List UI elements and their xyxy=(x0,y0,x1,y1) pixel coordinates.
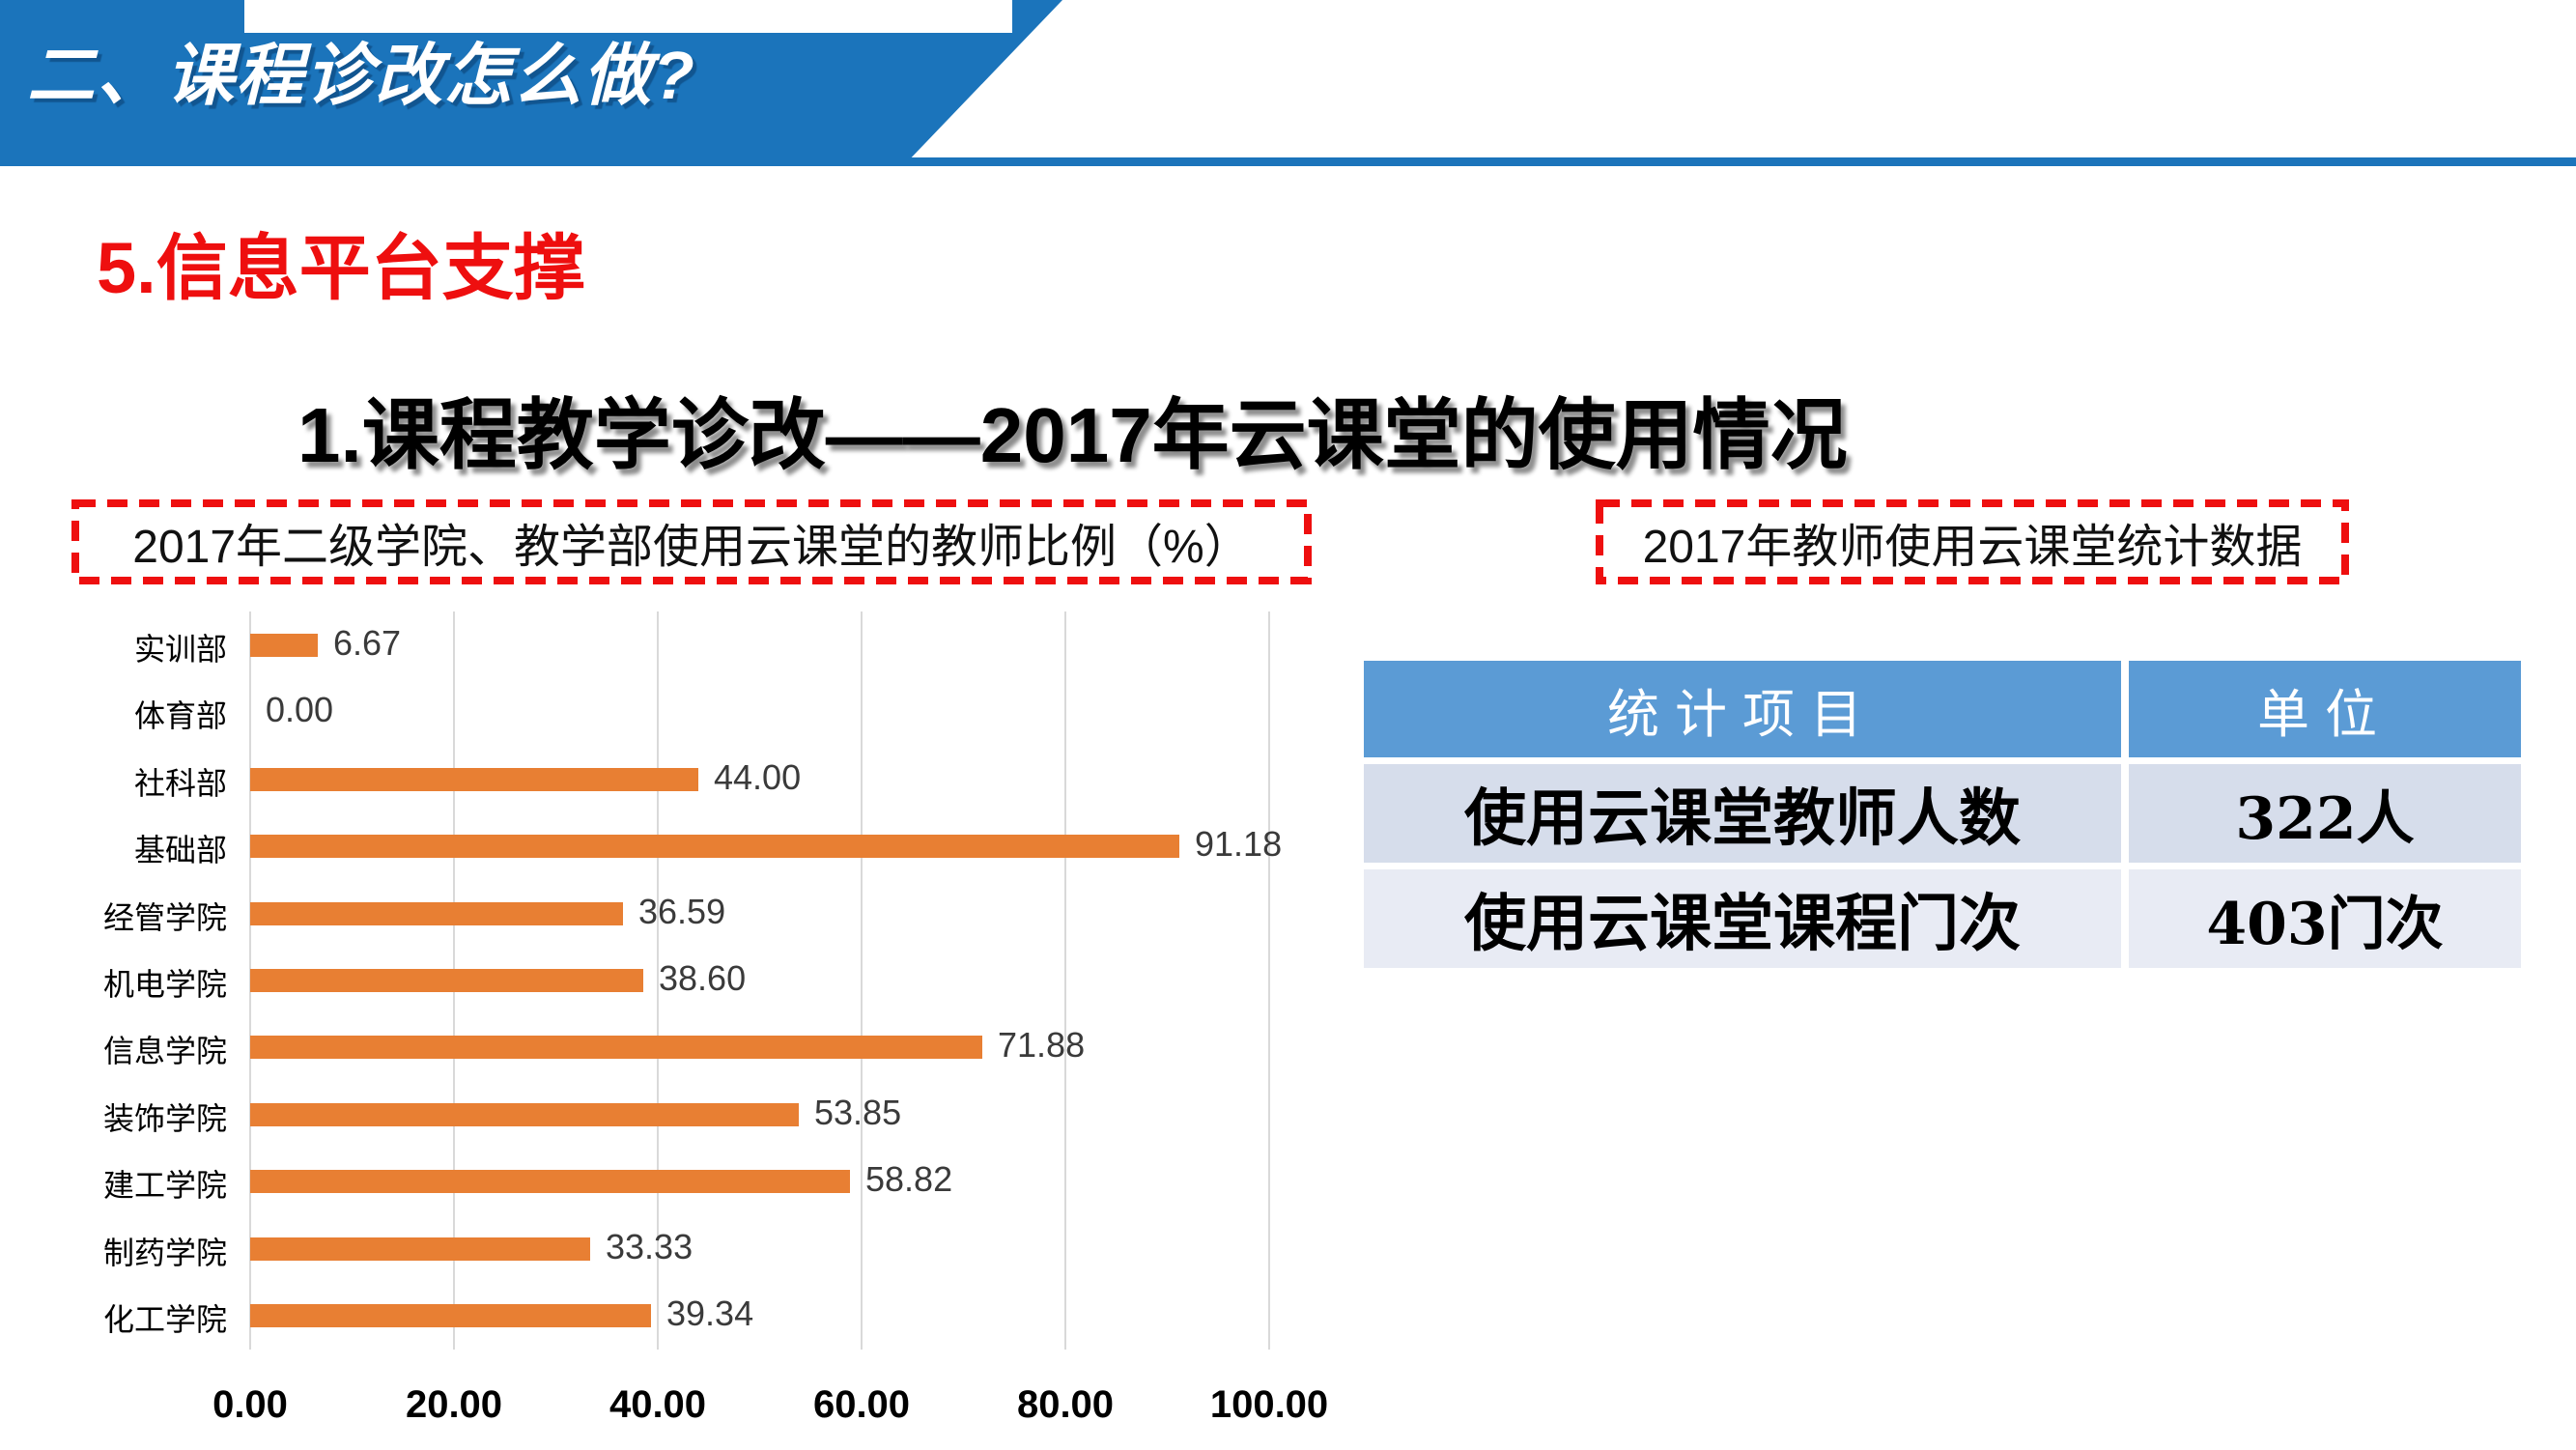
x-axis-tick-label: 80.00 xyxy=(1016,1383,1115,1426)
gridline xyxy=(1268,611,1270,1350)
x-axis-tick-label: 20.00 xyxy=(405,1383,503,1426)
category-label: 装饰学院 xyxy=(102,1099,227,1137)
bar xyxy=(250,835,1179,859)
category-label: 基础部 xyxy=(133,832,227,869)
bar xyxy=(250,969,643,992)
table-unit-cell: 403门次 xyxy=(2129,869,2521,968)
category-label: 实训部 xyxy=(133,630,227,668)
bar-value-label: 6.67 xyxy=(333,622,402,663)
bar-value-label: 91.18 xyxy=(1195,824,1283,865)
table-label: 2017年教师使用云课堂统计数据 xyxy=(1642,522,2303,573)
category-label: 制药学院 xyxy=(102,1234,227,1271)
section-subtitle: 5.信息平台支撑 xyxy=(97,228,585,308)
dashed-border-left xyxy=(71,499,1312,584)
x-axis-tick-label: 0.00 xyxy=(212,1383,288,1426)
category-label: 信息学院 xyxy=(102,1033,227,1070)
table-item-cell: 使用云课堂教师人数 xyxy=(1364,764,2121,863)
table-header-cell: 统计项目 xyxy=(1364,661,2121,757)
bar xyxy=(250,1170,850,1194)
bar-value-label: 71.88 xyxy=(998,1025,1086,1066)
x-axis-tick-label: 100.00 xyxy=(1209,1383,1329,1426)
category-label: 化工学院 xyxy=(102,1301,227,1339)
stats-table: 统计项目 单位 使用云课堂教师人数 322人 使用云课堂课程门次 403门次 xyxy=(1364,661,2521,968)
table-item-cell: 使用云课堂课程门次 xyxy=(1364,869,2121,968)
bar-value-label: 53.85 xyxy=(814,1092,902,1132)
bar-value-label: 39.34 xyxy=(666,1294,754,1334)
page-title: 1.课程教学诊改——2017年云课堂的使用情况 xyxy=(297,392,1848,478)
banner-title: 二、课程诊改怎么做? xyxy=(27,38,696,113)
banner-top-notch xyxy=(244,0,1012,33)
gridline xyxy=(861,611,863,1350)
bar-value-label: 38.60 xyxy=(659,958,747,998)
bar-value-label: 36.59 xyxy=(638,891,726,931)
bar xyxy=(250,767,698,791)
table-header-cell: 单位 xyxy=(2129,661,2521,757)
bar xyxy=(250,901,623,925)
chart-label-box: 2017年二级学院、教学部使用云课堂的教师比例（%） xyxy=(71,499,1312,584)
table-label-box: 2017年教师使用云课堂统计数据 xyxy=(1596,499,2349,584)
x-axis-tick-label: 60.00 xyxy=(812,1383,911,1426)
bar xyxy=(250,633,318,657)
bar-value-label: 44.00 xyxy=(714,756,802,797)
x-axis-tick-label: 40.00 xyxy=(609,1383,707,1426)
bar-value-label: 33.33 xyxy=(606,1226,694,1266)
table-unit-cell: 322人 xyxy=(2129,764,2521,863)
category-label: 经管学院 xyxy=(102,898,227,936)
category-label: 建工学院 xyxy=(102,1167,227,1205)
banner-parallelogram xyxy=(0,0,1062,165)
banner-shape xyxy=(0,0,2576,166)
category-label: 社科部 xyxy=(133,764,227,802)
banner-underline xyxy=(0,157,2576,166)
bar-value-label: 0.00 xyxy=(266,690,334,730)
category-label: 机电学院 xyxy=(102,966,227,1003)
gridline xyxy=(657,611,659,1350)
bar-value-label: 58.82 xyxy=(865,1159,953,1200)
bar-chart: 0.00 20.00 40.00 60.00 80.00 100.00 实训部 6.67 体育部… xyxy=(102,611,1329,1426)
bar xyxy=(250,1304,651,1328)
chart-label: 2017年二级学院、教学部使用云课堂的教师比例（%） xyxy=(132,522,1251,573)
dashed-border-right xyxy=(1596,499,2349,584)
category-label: 体育部 xyxy=(133,697,227,735)
bar xyxy=(250,1036,982,1060)
bar xyxy=(250,1237,590,1261)
gridline xyxy=(1064,611,1066,1350)
bar xyxy=(250,1102,799,1126)
